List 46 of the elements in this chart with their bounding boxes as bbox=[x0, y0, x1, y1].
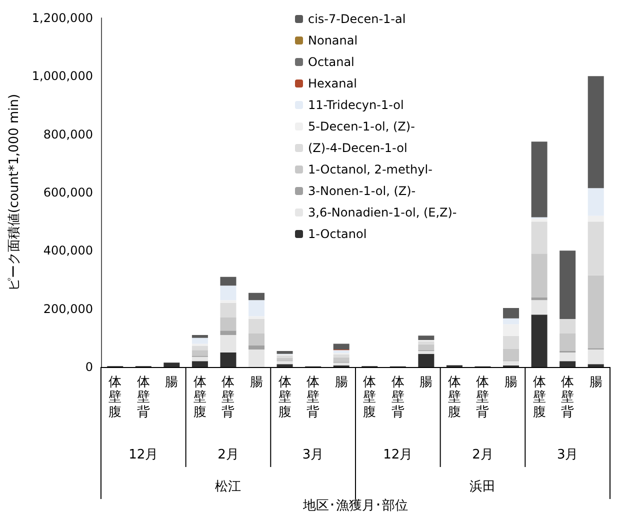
y-axis-title: ピーク面積値(count*1,000 min) bbox=[7, 94, 22, 292]
x-tick-label: 腸 bbox=[250, 375, 264, 390]
y-tick-label: 200,000 bbox=[43, 302, 93, 316]
y-tick-label: 0 bbox=[85, 360, 93, 374]
text: 12月 bbox=[128, 448, 158, 462]
y-tick-label: 400,000 bbox=[43, 244, 93, 258]
x-tick-label: 体壁背 bbox=[306, 375, 320, 420]
x-tick-label: 体壁腹 bbox=[108, 375, 122, 420]
y-tick-label: 800,000 bbox=[43, 127, 93, 142]
legend-label: 3,6-Nonadien-1-ol, (E,Z)- bbox=[308, 206, 457, 220]
text: 2月 bbox=[472, 448, 494, 462]
x-tick-label: 体壁背 bbox=[222, 375, 235, 420]
text: 地区･漁獲月･部位 bbox=[302, 498, 408, 513]
text: 3月 bbox=[556, 448, 578, 462]
x-tick-label: 腸 bbox=[165, 375, 178, 390]
x-tick-label: 体壁腹 bbox=[532, 375, 546, 420]
x-tick-label: 腸 bbox=[334, 375, 348, 390]
legend-label: Hexanal bbox=[308, 76, 357, 90]
x-tick-label: 体壁腹 bbox=[448, 375, 461, 420]
x-tick-label: 体壁腹 bbox=[193, 375, 206, 420]
x-tick-label: 腸 bbox=[589, 375, 602, 390]
text: 松江 bbox=[215, 480, 242, 494]
x-tick-label: 体壁背 bbox=[476, 375, 490, 420]
text: 12月 bbox=[383, 448, 413, 462]
y-tick-label: 1,000,000 bbox=[32, 69, 93, 84]
legend-label: 3-Nonen-1-ol, (Z)- bbox=[308, 184, 416, 198]
legend-label: Nonanal bbox=[308, 34, 358, 48]
x-tick-label: 体壁背 bbox=[561, 375, 574, 420]
x-tick-label: 体壁腹 bbox=[278, 375, 292, 420]
legend-label: Octanal bbox=[308, 55, 354, 69]
x-tick-label: 腸 bbox=[504, 375, 518, 390]
legend-label: 5-Decen-1-ol, (Z)- bbox=[308, 120, 415, 134]
x-tick-label: 体壁腹 bbox=[363, 375, 376, 420]
legend-label: (Z)-4-Decen-1-ol bbox=[308, 141, 408, 155]
legend-label: cis-7-Decen-1-al bbox=[308, 12, 406, 26]
x-tick-label: 体壁背 bbox=[136, 375, 150, 420]
legend-label: 11-Tridecyn-1-ol bbox=[308, 98, 404, 112]
legend-label: 1-Octanol, 2-methyl- bbox=[308, 162, 432, 176]
text: 3月 bbox=[302, 448, 324, 462]
legend-label: 1-Octanol bbox=[308, 227, 367, 241]
x-tick-label: 腸 bbox=[420, 375, 433, 390]
text: 2月 bbox=[218, 448, 239, 462]
y-tick-label: 1,200,000 bbox=[32, 11, 93, 25]
y-tick-label: 600,000 bbox=[43, 186, 93, 200]
text: 浜田 bbox=[470, 480, 496, 494]
x-tick-label: 体壁背 bbox=[391, 375, 404, 420]
